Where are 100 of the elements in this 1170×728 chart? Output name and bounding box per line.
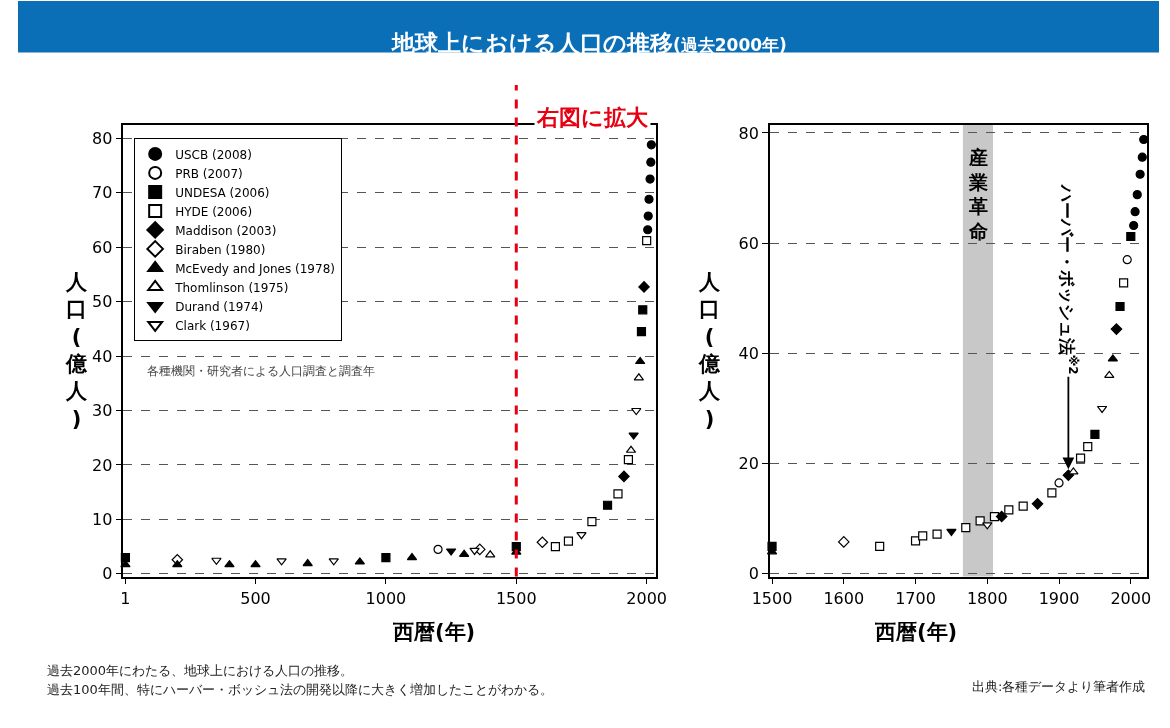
x-tick-label: 500 <box>240 588 271 608</box>
point <box>1126 231 1136 242</box>
point <box>961 522 971 533</box>
point <box>628 432 639 440</box>
x-tick-label: 1900 <box>1038 588 1080 608</box>
point <box>1135 169 1145 179</box>
point <box>1075 453 1086 463</box>
point <box>918 531 928 541</box>
point <box>576 532 587 540</box>
x-tick-label: 1 <box>120 588 131 608</box>
point <box>328 558 339 566</box>
point <box>550 542 560 552</box>
y-tick-label: 70 <box>92 183 113 203</box>
legend-label: UNDESA (2006) <box>175 185 270 200</box>
point <box>1137 152 1147 162</box>
point <box>172 560 183 568</box>
text: 過去100年間、特にハーバー・ボッシュ法の開発以降に大きく増加したことがわかる。 <box>47 682 553 697</box>
point <box>636 326 647 337</box>
point <box>638 281 650 293</box>
y-tick-label: 60 <box>738 233 759 253</box>
point <box>563 536 574 546</box>
y-tick-label: 20 <box>738 454 759 474</box>
x-tick-label: 1600 <box>823 588 865 608</box>
y-tick-label: 80 <box>738 123 759 143</box>
point <box>1090 429 1100 439</box>
legend-label: HYDE (2006) <box>175 204 253 219</box>
point <box>946 528 957 537</box>
point <box>975 516 985 526</box>
y-tick-label: 40 <box>92 346 113 366</box>
legend-label: Durand (1974) <box>175 299 264 314</box>
ref-line-label: 右図に拡大 <box>536 105 649 130</box>
legend-label: Biraben (1980) <box>175 242 266 257</box>
text: (過去2000年) <box>673 35 787 55</box>
point <box>469 547 480 556</box>
y-tick-label: 80 <box>92 128 113 148</box>
point <box>646 157 656 167</box>
point <box>646 140 656 150</box>
point <box>433 544 443 554</box>
point <box>1096 405 1108 414</box>
point <box>1119 278 1129 288</box>
y-axis-title: 人口(億人) <box>698 270 721 431</box>
point <box>250 560 261 568</box>
x-axis-title: 西暦(年) <box>874 620 958 644</box>
y-tick-label: 30 <box>92 401 113 421</box>
y-tick-label: 20 <box>92 455 113 475</box>
point <box>982 522 993 530</box>
point <box>1129 220 1139 231</box>
point <box>643 225 653 235</box>
point <box>302 558 313 567</box>
x-tick-label: 1800 <box>966 588 1008 608</box>
legend-label: McEvedy and Jones (1978) <box>175 261 335 276</box>
point <box>623 454 634 465</box>
point <box>587 517 597 527</box>
point <box>837 536 850 548</box>
y-tick-label: 10 <box>92 510 113 530</box>
x-tick-label: 2000 <box>1110 588 1152 608</box>
point <box>276 558 287 566</box>
point <box>211 557 222 565</box>
point <box>1083 441 1093 452</box>
x-axis-title: 西暦(年) <box>392 620 476 644</box>
point <box>643 211 653 221</box>
point <box>1115 301 1125 312</box>
source-note: 出典:各種データより筆者作成 <box>972 679 1146 694</box>
point <box>381 552 391 563</box>
x-tick-label: 1500 <box>495 588 537 608</box>
legend-label: USCB (2008) <box>175 147 252 162</box>
point <box>631 407 642 416</box>
point <box>1110 323 1123 335</box>
point <box>613 489 623 499</box>
x-tick-label: 2000 <box>626 588 668 608</box>
legend-label: Clark (1967) <box>175 318 250 333</box>
x-tick-label: 1000 <box>365 588 407 608</box>
point <box>645 174 655 184</box>
point <box>875 541 885 551</box>
legend-label: Thomlinson (1975) <box>174 280 289 295</box>
point <box>1122 255 1132 265</box>
point <box>1132 190 1142 200</box>
y-tick-label: 50 <box>92 292 113 312</box>
y-tick-label: 60 <box>92 237 113 257</box>
point <box>634 356 646 365</box>
point <box>618 470 630 483</box>
text: 過去2000年にわたる、地球上における人口の推移。 <box>47 663 354 678</box>
x-tick-label: 1700 <box>895 588 936 608</box>
point <box>1031 498 1044 510</box>
point <box>642 236 652 246</box>
point <box>1004 505 1014 515</box>
legend-label: PRB (2007) <box>175 166 243 181</box>
x-tick-label: 1500 <box>751 588 793 608</box>
point <box>644 194 654 204</box>
y-tick-label: 0 <box>102 564 113 584</box>
annotation: 各種機関・研究者による人口調査と調査年 <box>147 364 375 378</box>
point <box>602 500 613 510</box>
point <box>406 552 418 561</box>
y-tick-label: 40 <box>738 343 759 363</box>
point <box>1047 488 1057 498</box>
band-label: 産業革命 <box>968 146 988 243</box>
point <box>1054 478 1064 488</box>
y-tick-label: 0 <box>748 564 759 584</box>
point <box>1130 207 1140 217</box>
point <box>224 560 235 568</box>
